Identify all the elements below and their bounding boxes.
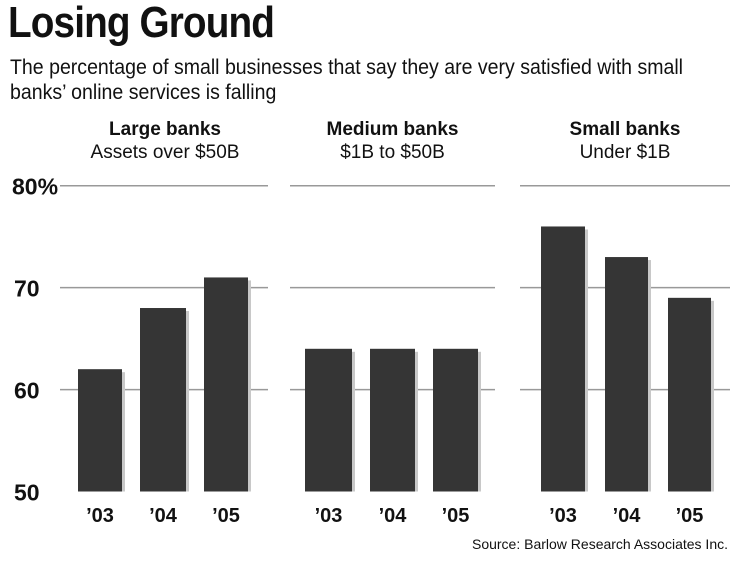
- bar: [370, 348, 415, 492]
- bar: [668, 297, 711, 492]
- x-tick-label: ’04: [613, 505, 642, 527]
- x-tick-label: ’05: [676, 505, 704, 527]
- bar: [605, 257, 648, 492]
- bar: [204, 277, 248, 492]
- x-tick-label: ’05: [442, 505, 470, 527]
- panel-subtitle: $1B to $50B: [340, 142, 445, 163]
- bar: [78, 369, 122, 492]
- panel-title: Large banks: [109, 119, 221, 140]
- y-tick-label: 70: [14, 276, 40, 302]
- bar: [305, 348, 352, 492]
- panel-header-medium: Medium banks $1B to $50B: [290, 118, 495, 164]
- x-tick-label: ’05: [212, 505, 240, 527]
- panel-title: Small banks: [569, 119, 681, 140]
- panel-title: Medium banks: [326, 119, 459, 140]
- panel-header-small: Small banks Under $1B: [520, 118, 730, 164]
- panel-subtitle: Under $1B: [579, 142, 671, 163]
- y-tick-label: 50: [14, 480, 40, 506]
- x-tick-label: ’04: [379, 505, 408, 527]
- bar: [541, 226, 585, 492]
- chart-subtitle: The percentage of small businesses that …: [10, 56, 684, 104]
- y-tick-label: 60: [14, 378, 40, 404]
- x-tick-label: ’03: [549, 505, 577, 527]
- x-tick-label: ’03: [86, 505, 114, 527]
- chart-title: Losing Ground: [8, 0, 275, 47]
- x-tick-label: ’04: [149, 505, 178, 527]
- x-tick-label: ’03: [315, 505, 343, 527]
- panel-subtitle: Assets over $50B: [90, 142, 240, 163]
- bar: [140, 308, 186, 492]
- source-note: Source: Barlow Research Associates Inc.: [471, 536, 728, 552]
- y-tick-label: 80%: [12, 174, 58, 200]
- bar: [433, 348, 478, 492]
- panel-header-large: Large banks Assets over $50B: [60, 118, 270, 164]
